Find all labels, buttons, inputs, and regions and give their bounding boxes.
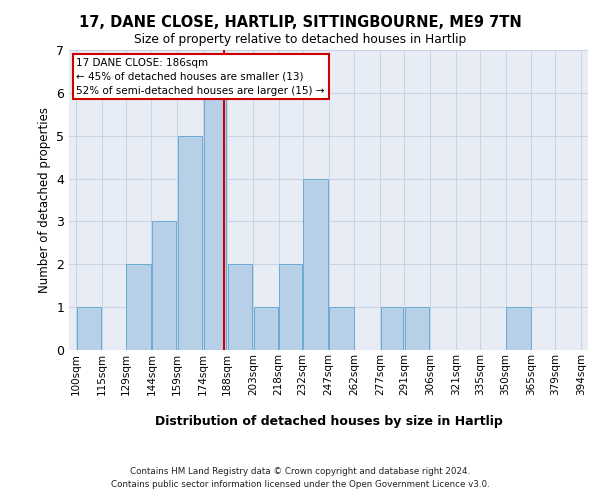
Bar — [228, 264, 252, 350]
Bar — [506, 307, 530, 350]
Bar — [381, 307, 403, 350]
Y-axis label: Number of detached properties: Number of detached properties — [38, 107, 50, 293]
Text: Distribution of detached houses by size in Hartlip: Distribution of detached houses by size … — [155, 414, 503, 428]
Text: Size of property relative to detached houses in Hartlip: Size of property relative to detached ho… — [134, 32, 466, 46]
Bar — [329, 307, 353, 350]
Bar — [77, 307, 101, 350]
Bar — [127, 264, 151, 350]
Bar — [280, 264, 302, 350]
Bar — [204, 93, 226, 350]
Bar — [152, 222, 176, 350]
Text: 17, DANE CLOSE, HARTLIP, SITTINGBOURNE, ME9 7TN: 17, DANE CLOSE, HARTLIP, SITTINGBOURNE, … — [79, 15, 521, 30]
Text: Contains HM Land Registry data © Crown copyright and database right 2024.: Contains HM Land Registry data © Crown c… — [130, 467, 470, 476]
Text: Contains public sector information licensed under the Open Government Licence v3: Contains public sector information licen… — [110, 480, 490, 489]
Bar — [405, 307, 429, 350]
Bar — [178, 136, 202, 350]
Text: 17 DANE CLOSE: 186sqm
← 45% of detached houses are smaller (13)
52% of semi-deta: 17 DANE CLOSE: 186sqm ← 45% of detached … — [76, 58, 325, 96]
Bar — [304, 178, 328, 350]
Bar — [254, 307, 278, 350]
